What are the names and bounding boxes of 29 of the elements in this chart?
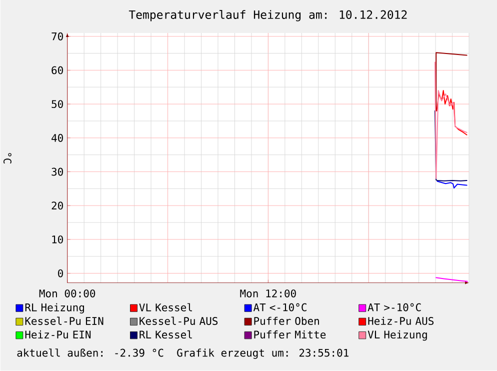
y-tick-label: 20 [52,202,63,210]
legend-label: Puffer Mitte [254,330,326,339]
text: aktuell außen: -2.39 °C [17,348,164,357]
x-tick-label: Mon 00:00 [39,290,96,298]
chart-title: Temperaturverlauf Heizung am: 10.12.2012 [128,10,407,22]
legend-label: Heiz-Pu EIN [25,330,91,339]
legend-label: RL Heizung [25,303,84,314]
line-series [436,180,468,189]
legend-label: Kessel-Pu EIN [25,316,104,326]
legend-label: Puffer Oben [254,316,319,326]
y-tick-label: 40 [52,134,63,142]
y-tick-label: 30 [52,168,63,176]
y-tick-label: 50 [52,100,63,108]
legend-label: RL Kessel [140,330,192,339]
line-series [436,90,468,136]
y-tick-label: 60 [52,66,63,74]
y-tick-label: 0 [58,269,63,278]
legend-label: AT <-10°C [253,303,306,312]
x-tick-label: Mon 12:00 [240,290,296,298]
legend-label: Kessel-Pu AUS [140,316,218,326]
legend-label: AT >-10°C [368,303,421,312]
legend-label: VL Heizung [368,330,427,341]
line-series [434,62,468,180]
legend-label: VL Kessel [139,303,192,312]
legend-label: Heiz-Pu AUS [368,316,434,326]
y-tick-label: 70 [52,32,63,40]
y-axis-title: °C [4,153,12,164]
text: Grafik erzeugt um: 23:55:01 [177,348,348,359]
y-tick-label: 10 [52,236,63,244]
